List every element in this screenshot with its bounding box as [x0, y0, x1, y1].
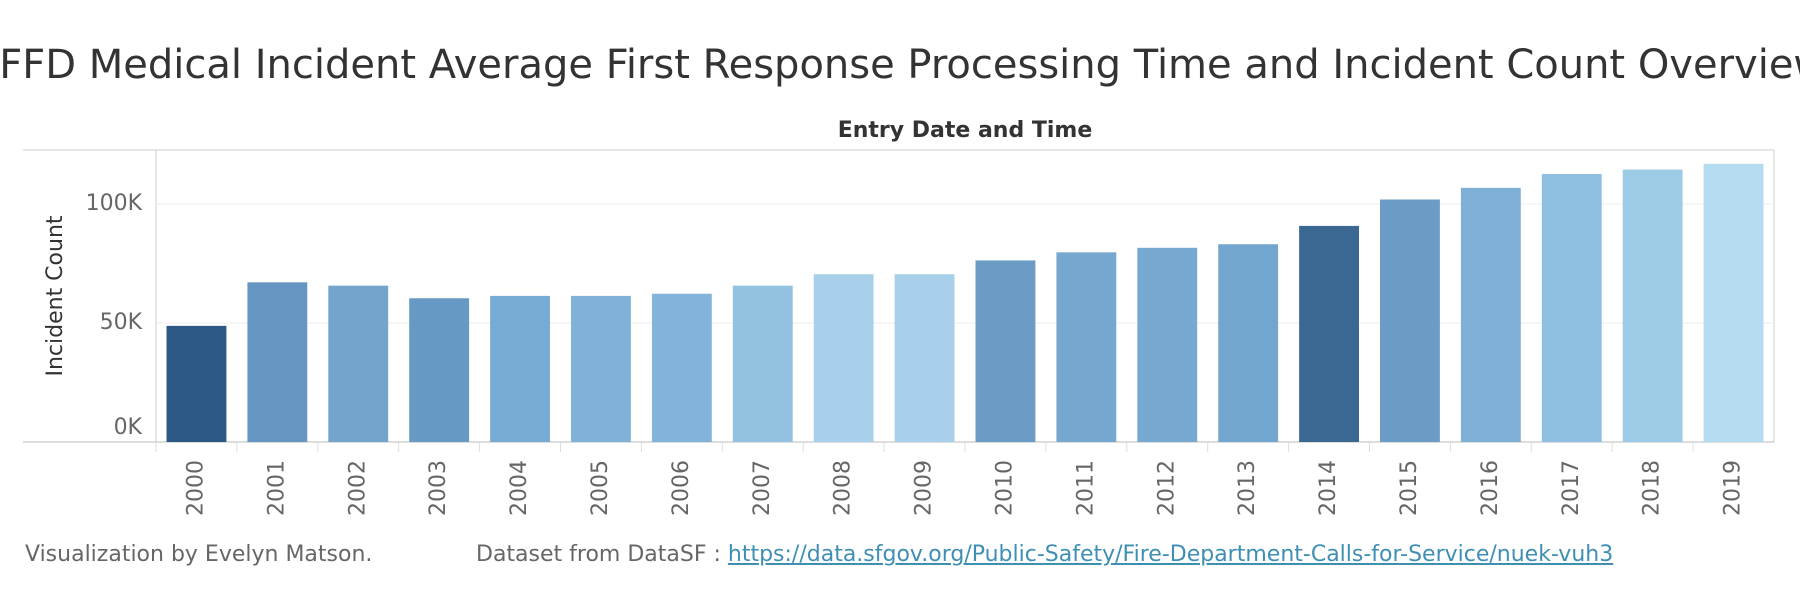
bar — [1218, 244, 1279, 442]
source-prefix: Dataset from DataSF : — [476, 542, 721, 567]
x-tick-label: 2012 — [1154, 460, 1179, 516]
source-link[interactable]: https://data.sfgov.org/Public-Safety/Fir… — [727, 542, 1614, 567]
x-tick-label: 2007 — [750, 460, 775, 516]
x-tick-label: 2016 — [1478, 460, 1503, 516]
bar — [1056, 252, 1117, 442]
bar — [328, 285, 389, 442]
chart: SFFD Medical Incident Average First Resp… — [0, 42, 1800, 516]
x-tick-label: 2003 — [426, 460, 451, 516]
bar — [1460, 187, 1521, 442]
bar — [571, 295, 631, 442]
x-tick-label: 2010 — [992, 460, 1017, 516]
x-tick-label: 2004 — [507, 460, 532, 516]
x-tick-label: 2005 — [588, 460, 613, 516]
bar — [1622, 169, 1683, 442]
bar — [732, 285, 793, 442]
x-tick-label: 2011 — [1073, 460, 1098, 516]
x-tick-label: 2019 — [1721, 460, 1746, 516]
x-axis-title: Entry Date and Time — [838, 118, 1093, 143]
bar — [894, 274, 955, 442]
bar — [490, 295, 550, 442]
y-tick-label: 100K — [86, 191, 143, 216]
bar — [975, 260, 1036, 442]
bar — [166, 325, 227, 442]
x-tick-label: 2009 — [912, 460, 937, 516]
bar — [409, 298, 470, 442]
plot-frame — [155, 149, 1775, 443]
x-tick-label: 2000 — [183, 460, 208, 516]
bar — [1299, 225, 1359, 442]
bar — [1541, 174, 1602, 442]
x-tick-label: 2006 — [669, 460, 694, 516]
source: Dataset from DataSF : https://data.sfgov… — [476, 542, 1613, 567]
credit: Visualization by Evelyn Matson. — [25, 542, 373, 567]
y-axis-title: Incident Count — [43, 215, 68, 376]
x-tick-label: 2001 — [264, 460, 289, 516]
bar — [1380, 199, 1440, 442]
bar — [1137, 247, 1198, 442]
x-tick-label: 2014 — [1316, 460, 1341, 516]
bar — [651, 293, 712, 442]
bar — [247, 282, 308, 442]
x-tick-label: 2018 — [1640, 460, 1665, 516]
x-tick-label: 2008 — [831, 460, 856, 516]
x-tick-label: 2013 — [1235, 460, 1260, 516]
bar — [1703, 163, 1764, 442]
bar — [813, 274, 874, 442]
y-tick-label: 50K — [100, 310, 143, 335]
x-tick-label: 2015 — [1397, 460, 1422, 516]
x-tick-label: 2017 — [1559, 460, 1584, 516]
x-tick-label: 2002 — [345, 460, 370, 516]
chart-title: SFFD Medical Incident Average First Resp… — [0, 42, 1800, 88]
y-tick-label: 0K — [114, 415, 143, 440]
